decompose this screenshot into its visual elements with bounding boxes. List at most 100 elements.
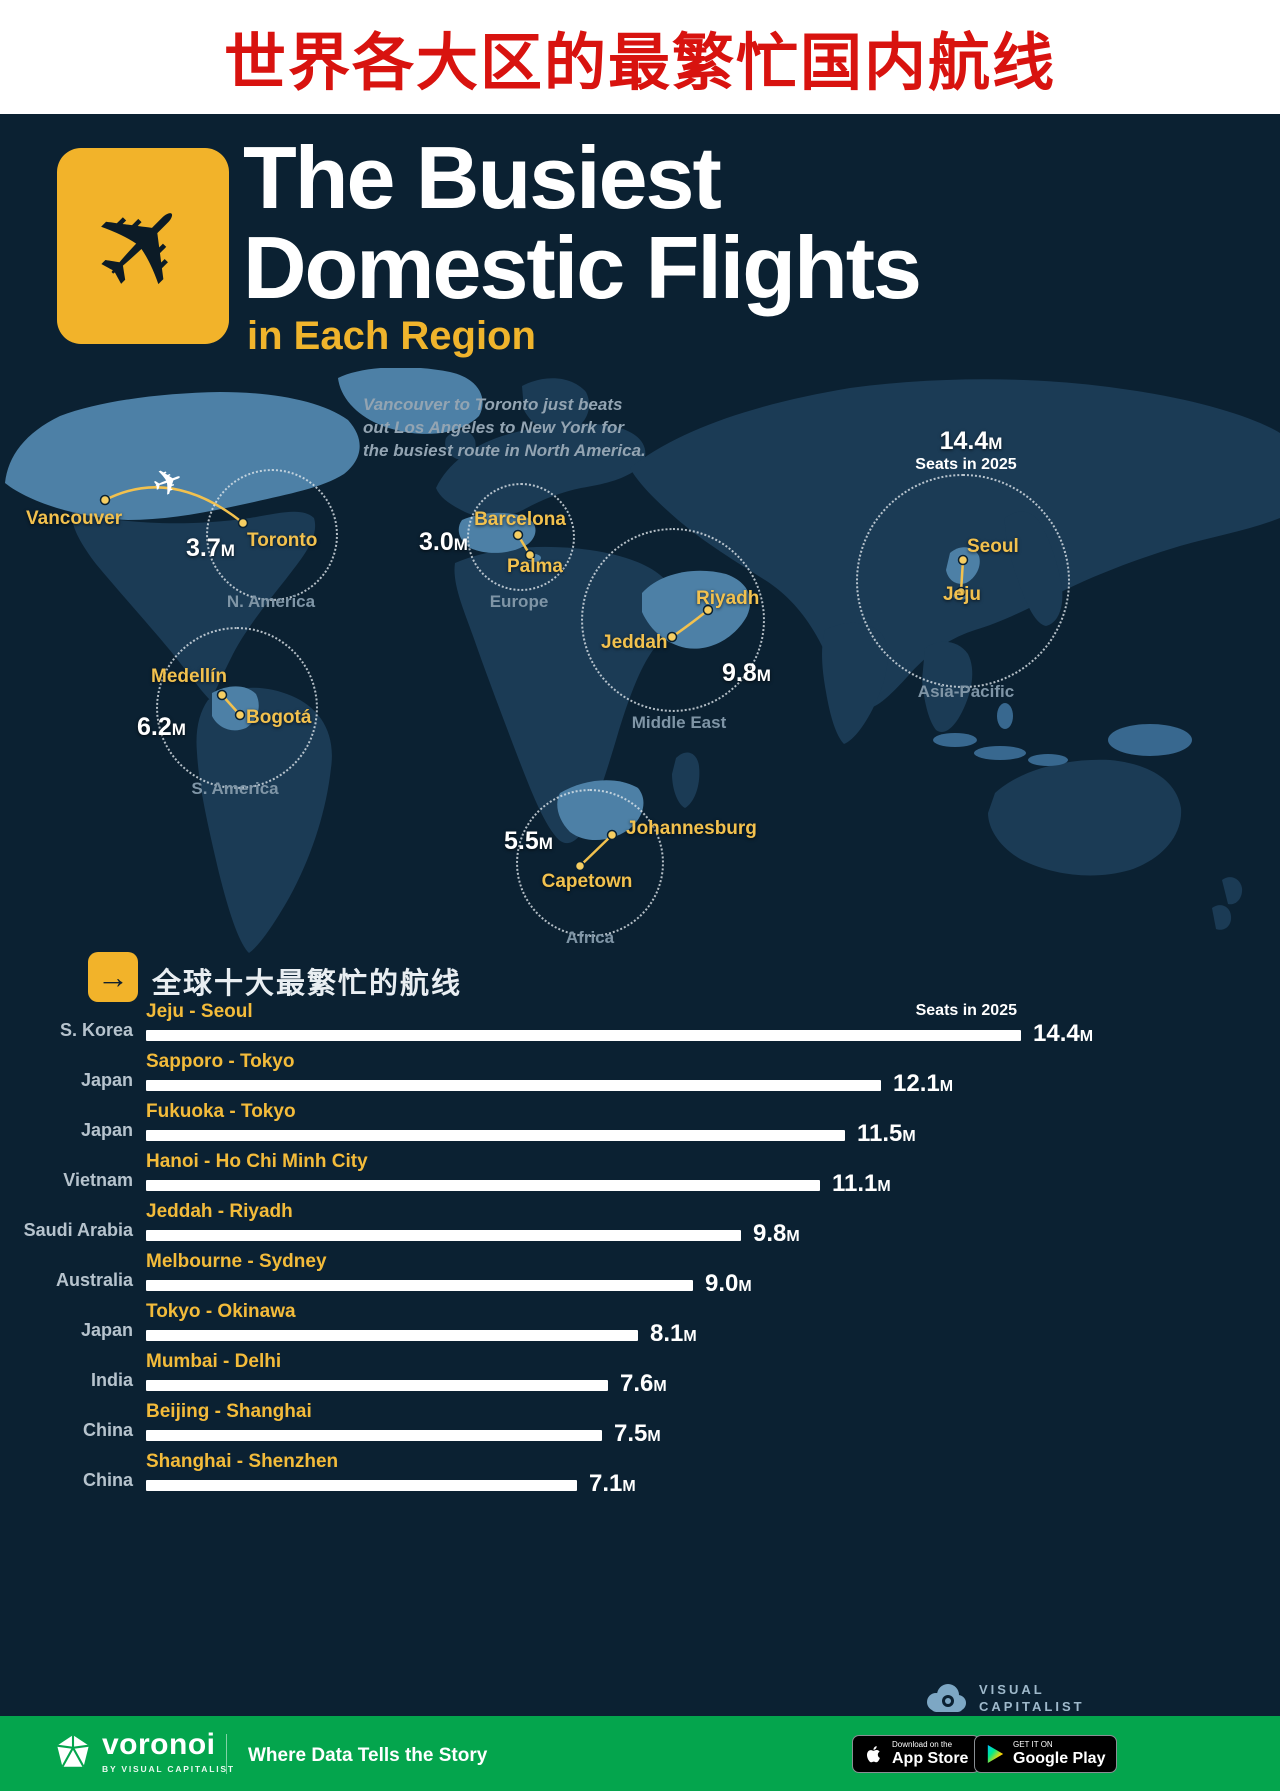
bar-route-label: Melbourne - Sydney [146, 1251, 327, 1272]
bar-row: S. Korea Jeju - Seoul 14.4M [0, 998, 1280, 1048]
region-label-n-america: N. America [226, 592, 316, 611]
bar-line: 9.8M [146, 1221, 800, 1247]
bar-row: Japan Sapporo - Tokyo 12.1M [0, 1048, 1280, 1098]
british-isles [445, 429, 476, 460]
appstore-line2: App Store [892, 1749, 969, 1767]
route-value-asia-pacific: 14.4M [939, 427, 1003, 455]
bar-value-suffix: M [653, 1377, 667, 1395]
region-label-s-america: S. America [191, 779, 279, 798]
bar-country-label: Vietnam [63, 1170, 133, 1190]
bar-value-number: 14.4 [1033, 1019, 1080, 1047]
bar-value: 9.8M [753, 1221, 800, 1247]
footer-divider [226, 1734, 227, 1774]
plane-logo-box: ✈ [57, 148, 229, 344]
route-value-africa: 5.5M [504, 827, 553, 855]
bar-country-label: S. Korea [59, 1020, 133, 1040]
bar-value-number: 9.8 [753, 1219, 787, 1247]
region-label-asia-pacific: Asia-Pacific [917, 682, 1015, 701]
bar-value: 8.1M [650, 1321, 697, 1347]
bar [146, 1379, 608, 1391]
region-circle-africa [516, 789, 664, 937]
bar-value-suffix: M [738, 1277, 752, 1295]
region-circle-s-america [156, 627, 318, 789]
city-label-jeju: Jeju [942, 584, 982, 605]
banner-title: 世界各大区的最繁忙国内航线 [223, 29, 1056, 98]
bar-country-label: Saudi Arabia [23, 1220, 133, 1240]
vc-text-line2: CAPITALIST [979, 1698, 1085, 1714]
app-store-badge[interactable]: Download on the App Store [852, 1735, 981, 1773]
region-label-middle-east: Middle East [631, 713, 727, 732]
bar-value: 7.5M [614, 1421, 661, 1447]
bar-value: 9.0M [705, 1271, 752, 1297]
google-play-icon [987, 1744, 1004, 1764]
bar-value: 7.6M [620, 1371, 667, 1397]
footer-bar: voronoi BY VISUAL CAPITALIST Where Data … [0, 1716, 1280, 1791]
bar [146, 1129, 845, 1141]
bar-line: 8.1M [146, 1321, 697, 1347]
bar-row: Japan Tokyo - Okinawa 8.1M [0, 1298, 1280, 1348]
city-label-toronto: Toronto [247, 530, 318, 551]
bar-row: Japan Fukuoka - Tokyo 11.5M [0, 1098, 1280, 1148]
bar-line: 9.0M [146, 1271, 752, 1297]
bar-country-label: Australia [55, 1270, 133, 1290]
vc-text-line1: VISUAL [979, 1682, 1045, 1697]
main-subtitle: in Each Region [247, 314, 536, 358]
greenland-highlight [338, 368, 483, 434]
bar-route-label: Beijing - Shanghai [146, 1401, 312, 1422]
bar-route-label: Hanoi - Ho Chi Minh City [146, 1151, 368, 1172]
bar-value-number: 7.5 [614, 1419, 648, 1447]
bar-value-number: 7.1 [589, 1469, 623, 1497]
bar-row: India Mumbai - Delhi 7.6M [0, 1348, 1280, 1398]
cloud-icon [927, 1683, 966, 1712]
google-play-badge[interactable]: GET IT ON Google Play [974, 1735, 1118, 1773]
voronoi-icon [57, 1735, 89, 1768]
bar-value-number: 8.1 [650, 1319, 684, 1347]
bar-country-label: China [82, 1470, 133, 1490]
bar-chart-rows: S. Korea Jeju - Seoul 14.4M Japan Sappor… [0, 998, 1280, 1498]
city-label-vancouver: Vancouver [26, 508, 123, 529]
top-banner: 世界各大区的最繁忙国内航线 [0, 0, 1280, 114]
voronoi-brand: voronoi [102, 1728, 216, 1761]
bar-country-label: China [82, 1420, 133, 1440]
city-label-seoul: Seoul [967, 536, 1019, 557]
city-label-jeddah: Jeddah [601, 632, 668, 653]
bar-row: Saudi Arabia Jeddah - Riyadh 9.8M [0, 1198, 1280, 1248]
bar-line: 11.1M [146, 1171, 891, 1195]
bar-value: 12.1M [893, 1071, 954, 1097]
googleplay-line1: GET IT ON [1013, 1739, 1053, 1749]
apple-icon [867, 1746, 880, 1763]
bar-line: 7.1M [146, 1471, 636, 1495]
region-circle-n-america [206, 469, 338, 601]
arrow-icon: → [88, 952, 138, 1002]
bar-value: 11.5M [857, 1121, 916, 1147]
bar-value-suffix: M [786, 1227, 800, 1245]
chart-axis-note: Seats in 2025 [915, 1002, 1017, 1019]
bar [146, 1479, 577, 1491]
bar-line: 12.1M [146, 1071, 954, 1097]
bar-line: 7.5M [146, 1421, 661, 1447]
india [822, 622, 888, 744]
bar-row: China Shanghai - Shenzhen 7.1M [0, 1448, 1280, 1498]
bar-value-suffix: M [939, 1077, 954, 1095]
route-value-middle-east: 9.8M [722, 659, 771, 687]
bar-value-number: 11.5 [857, 1119, 903, 1147]
new-zealand-north [1222, 877, 1243, 905]
scandinavia [522, 378, 590, 433]
appstore-line1: Download on the [892, 1739, 953, 1749]
map-annotation: Vancouver to Toronto just beats out Los … [363, 395, 646, 460]
bar-line: 11.5M [146, 1121, 916, 1147]
visual-capitalist-logo: VISUAL CAPITALIST [922, 1682, 1085, 1716]
bar-chart: Seats in 2025 S. Korea Jeju - Seoul 14.4… [0, 998, 1280, 1498]
bar-country-label: Japan [80, 1320, 133, 1340]
city-label-medellin: Medellín [151, 666, 228, 687]
main-title-line1: The Busiest [243, 128, 722, 227]
city-label-johannesburg: Johannesburg [626, 818, 757, 839]
city-label-barcelona: Barcelona [474, 509, 566, 530]
bar-row: Australia Melbourne - Sydney 9.0M [0, 1248, 1280, 1298]
bar [146, 1429, 602, 1441]
googleplay-line2: Google Play [1013, 1749, 1106, 1767]
city-label-riyadh: Riyadh [696, 588, 760, 609]
bar [146, 1029, 1021, 1041]
voronoi-logo: voronoi BY VISUAL CAPITALIST [54, 1730, 235, 1774]
